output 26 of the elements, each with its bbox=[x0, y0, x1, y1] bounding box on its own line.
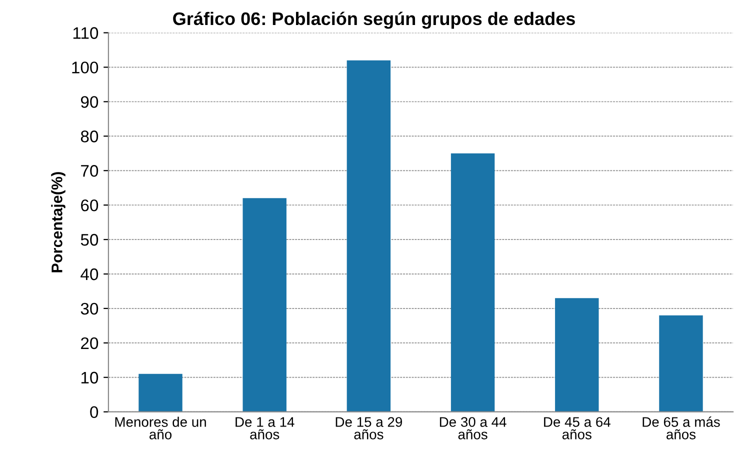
y-tick-label: 20 bbox=[81, 337, 98, 350]
x-tick-label: De 65 a más años bbox=[642, 416, 720, 440]
y-tick-label: 60 bbox=[81, 199, 98, 212]
bar bbox=[555, 298, 599, 412]
y-tick-label: 30 bbox=[80, 302, 98, 315]
y-tick-label: 110 bbox=[73, 27, 98, 39]
bar bbox=[138, 374, 182, 412]
bar bbox=[659, 315, 703, 412]
y-tick-label: 40 bbox=[80, 268, 98, 280]
y-tick-label: 100 bbox=[72, 62, 98, 74]
y-axis-title: Porcentaje(%) bbox=[51, 172, 66, 272]
x-tick-label: De 30 a 44 años bbox=[440, 417, 506, 440]
x-tick-label: De 45 a 64 años bbox=[544, 417, 610, 440]
y-tick-label: 10 bbox=[81, 372, 98, 384]
y-tick-label: 0 bbox=[90, 406, 98, 418]
chart-title: Gráfico 06: Población según grupos de edades bbox=[173, 12, 575, 29]
bar bbox=[346, 60, 391, 412]
y-tick-label: 80 bbox=[80, 130, 98, 142]
x-tick-label: De 15 a 29 años bbox=[336, 417, 402, 440]
y-tick-label: 90 bbox=[80, 96, 98, 108]
bar bbox=[242, 198, 286, 412]
y-tick-label: 70 bbox=[81, 165, 98, 177]
y-tick-label: 50 bbox=[80, 234, 98, 246]
x-tick-label: De 1 a 14 años bbox=[236, 417, 294, 440]
bar bbox=[450, 153, 495, 412]
x-tick-label: Menores de un año bbox=[115, 416, 206, 440]
